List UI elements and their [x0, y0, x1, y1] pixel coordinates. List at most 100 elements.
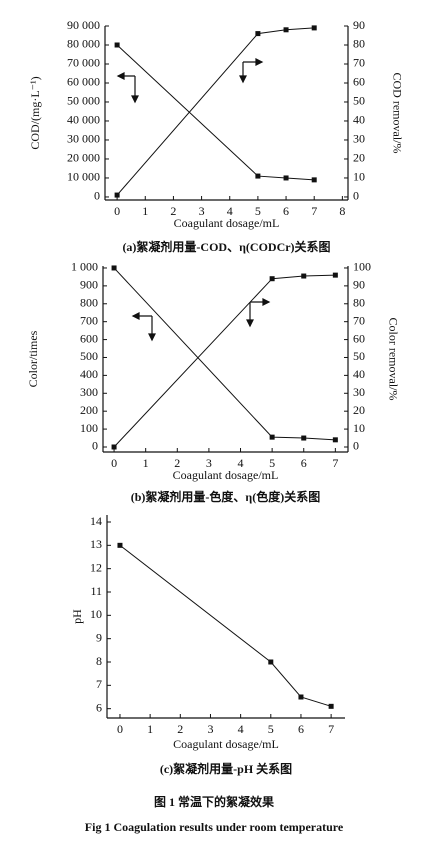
y-tick-label: 800: [80, 296, 98, 310]
y2-axis-label: Color removal/%: [386, 318, 400, 401]
x-tick-label: 4: [238, 456, 244, 470]
y2-tick-label: 90: [353, 278, 365, 292]
y-tick-label: 90 000: [67, 18, 100, 32]
x-tick-label: 6: [283, 204, 289, 218]
y-tick-label: 0: [92, 439, 98, 453]
point: [301, 273, 307, 279]
y-tick-label: 100: [80, 421, 98, 435]
y2-tick-label: 30: [353, 385, 365, 399]
y-tick-label: 80 000: [67, 37, 100, 51]
y-tick-label: 30 000: [67, 132, 100, 146]
chart-caption: (b)絮凝剂用量-色度、η(色度)关系图: [131, 489, 320, 504]
point: [111, 265, 117, 271]
y2-tick-label: 80: [353, 296, 365, 310]
x-tick-label: 8: [339, 204, 345, 218]
point: [268, 659, 274, 665]
y2-tick-label: 10: [353, 421, 365, 435]
x-tick-label: 4: [227, 204, 233, 218]
x-tick-label: 7: [332, 456, 338, 470]
x-tick-label: 2: [170, 204, 176, 218]
point: [328, 703, 334, 709]
arrowhead: [239, 58, 264, 84]
x-tick-label: 0: [111, 456, 117, 470]
series-line: [119, 544, 332, 707]
point: [311, 25, 317, 31]
x-axis-label: Coagulant dosage/mL: [173, 737, 279, 751]
y-tick-label: 11: [90, 584, 102, 598]
arrow: [133, 315, 153, 340]
y-tick-label: 60 000: [67, 75, 100, 89]
point: [117, 542, 123, 548]
y2-tick-label: 60: [353, 331, 365, 345]
x-tick-label: 7: [311, 204, 317, 218]
chart-caption: (c)絮凝剂用量-pH 关系图: [160, 761, 292, 776]
x-tick-label: 2: [177, 722, 183, 736]
y2-tick-label: 20: [353, 151, 365, 165]
arrowhead: [246, 298, 271, 328]
y-tick-label: 10 000: [67, 170, 100, 184]
y-tick-label: 300: [80, 385, 98, 399]
y2-tick-label: 10: [353, 170, 365, 184]
point: [255, 173, 261, 179]
x-tick-label: 5: [268, 722, 274, 736]
figure-caption: 图 1 常温下的絮凝效果: [154, 794, 274, 809]
y2-tick-label: 40: [353, 113, 365, 127]
series-line: [116, 44, 315, 181]
y-tick-label: 20 000: [67, 151, 100, 165]
y-tick-label: 6: [96, 700, 102, 714]
series-line: [113, 267, 336, 441]
arrowhead: [116, 72, 139, 104]
y2-axis-label: COD removal/%: [390, 73, 404, 154]
point: [255, 31, 261, 37]
x-tick-label: 3: [207, 722, 213, 736]
y-tick-label: 900: [80, 278, 98, 292]
y-tick-label: 13: [90, 537, 102, 551]
y2-tick-label: 70: [353, 56, 365, 70]
y2-tick-label: 0: [353, 189, 359, 203]
y2-tick-label: 50: [353, 349, 365, 363]
point: [269, 434, 275, 440]
y-tick-label: 50 000: [67, 94, 100, 108]
y-tick-label: 1 000: [71, 260, 98, 274]
y2-tick-label: 40: [353, 367, 365, 381]
y-tick-label: 600: [80, 331, 98, 345]
x-tick-label: 6: [301, 456, 307, 470]
series-line: [113, 274, 336, 448]
arrow: [249, 301, 269, 326]
point: [332, 272, 338, 278]
y-tick-label: 10: [90, 607, 102, 621]
x-tick-label: 3: [199, 204, 205, 218]
y2-tick-label: 80: [353, 37, 365, 51]
y2-tick-label: 70: [353, 313, 365, 327]
y-tick-label: 40 000: [67, 113, 100, 127]
x-tick-label: 1: [147, 722, 153, 736]
arrowhead: [131, 312, 156, 342]
x-tick-label: 7: [328, 722, 334, 736]
y-tick-label: 0: [94, 189, 100, 203]
point: [283, 175, 289, 181]
point: [332, 437, 338, 443]
x-tick-label: 0: [114, 204, 120, 218]
arrow: [242, 61, 262, 82]
point: [311, 177, 317, 183]
point: [114, 42, 120, 48]
x-tick-label: 4: [238, 722, 244, 736]
y2-tick-label: 30: [353, 132, 365, 146]
y2-tick-label: 100: [353, 260, 371, 274]
y-tick-label: 70 000: [67, 56, 100, 70]
point: [301, 435, 307, 441]
point: [114, 192, 120, 198]
y2-tick-label: 90: [353, 18, 365, 32]
point: [298, 694, 304, 700]
x-axis-label: Coagulant dosage/mL: [174, 216, 280, 230]
y-axis-label: Color/times: [26, 330, 40, 387]
figure-caption: Fig 1 Coagulation results under room tem…: [85, 820, 344, 834]
y-tick-label: 9: [96, 630, 102, 644]
x-tick-label: 3: [206, 456, 212, 470]
y2-tick-label: 50: [353, 94, 365, 108]
chart-caption: (a)絮凝剂用量-COD、η(CODCr)关系图: [122, 239, 330, 254]
y2-tick-label: 20: [353, 403, 365, 417]
y-tick-label: 14: [90, 514, 102, 528]
y-tick-label: 7: [96, 677, 102, 691]
